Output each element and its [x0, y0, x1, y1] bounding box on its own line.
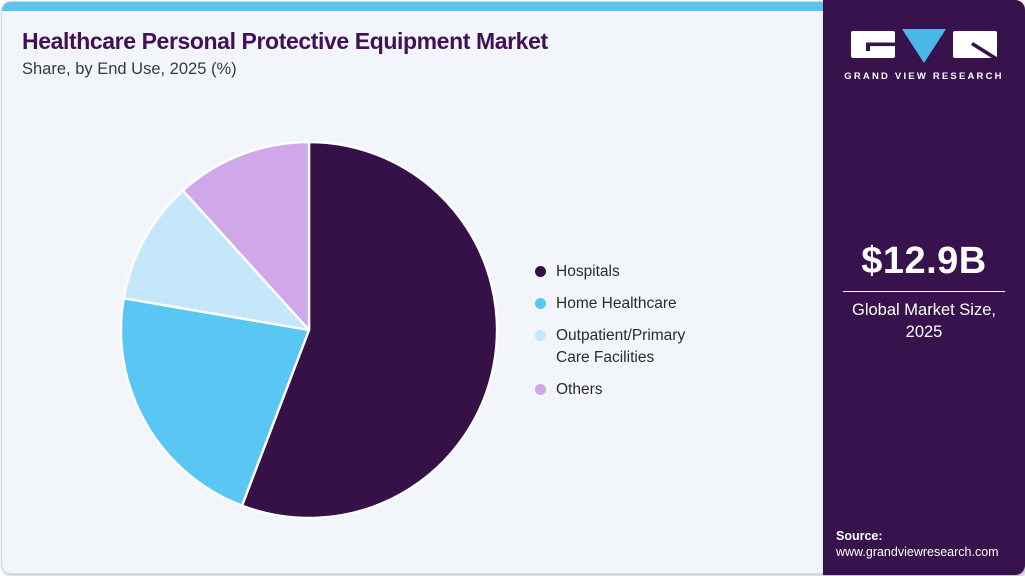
legend-label: Others [556, 381, 603, 398]
legend-item: Home Healthcare [535, 293, 714, 315]
source-label: Source: [836, 529, 883, 543]
legend-swatch-icon [535, 330, 546, 341]
page-title: Healthcare Personal Protective Equipment… [22, 28, 548, 54]
pie-slice-hospitals [240, 140, 499, 520]
legend-item: Others [535, 379, 714, 401]
brand-logo: GRAND VIEW RESEARCH [823, 27, 1025, 82]
market-size-block: $12.9B Global Market Size, 2025 [823, 240, 1025, 343]
legend-swatch-icon [535, 266, 546, 277]
legend-swatch-icon [535, 384, 546, 395]
pie-slice-others [181, 140, 311, 332]
divider-line [843, 291, 1005, 292]
page-subtitle: Share, by End Use, 2025 (%) [22, 60, 237, 78]
pie-slice-outpatient-primary-care-facilities [122, 189, 311, 332]
source-block: Source: www.grandviewresearch.com [836, 528, 999, 560]
market-size-value: $12.9B [861, 240, 987, 282]
legend-swatch-icon [535, 298, 546, 309]
legend-label: Hospitals [556, 263, 620, 280]
pie-slice-home-healthcare [119, 297, 311, 507]
pie-chart [119, 140, 499, 520]
legend-label: Outpatient/Primary Care Facilities [556, 327, 686, 366]
legend: Hospitals Home Healthcare Outpatient/Prima… [535, 261, 714, 401]
brand-name: GRAND VIEW RESEARCH [844, 71, 1004, 82]
legend-label: Home Healthcare [556, 295, 677, 312]
top-accent-bar [2, 2, 829, 11]
market-size-label: Global Market Size, 2025 [852, 301, 996, 341]
sidebar: GRAND VIEW RESEARCH $12.9B Global Market… [823, 0, 1025, 575]
source-url: www.grandviewresearch.com [836, 545, 999, 559]
legend-item: Outpatient/Primary Care Facilities [535, 325, 714, 369]
legend-item: Hospitals [535, 261, 714, 283]
gvr-logo-icon [851, 29, 999, 63]
chart-card: Healthcare Personal Protective Equipment… [1, 1, 830, 574]
